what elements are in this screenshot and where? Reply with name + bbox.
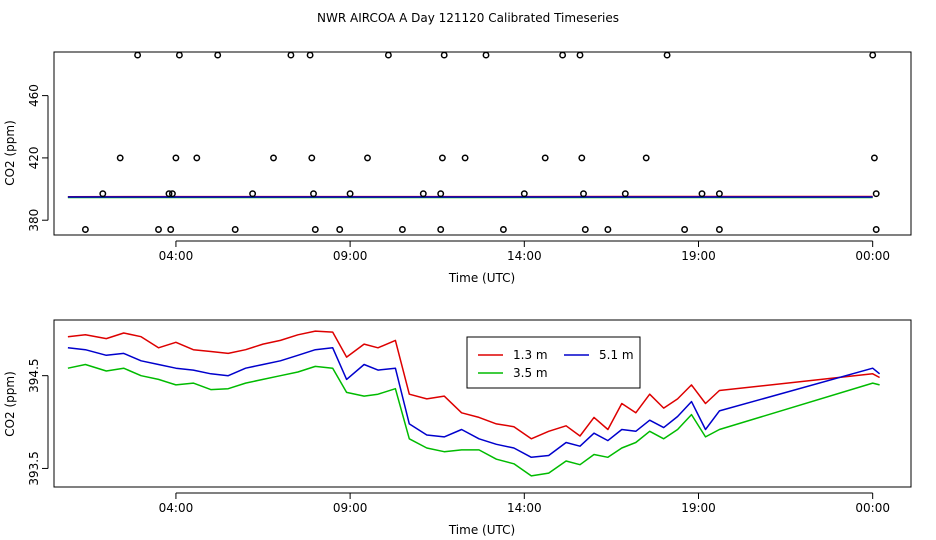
top-point-17 <box>308 154 316 162</box>
bottom-x-tick-label-09-00: 09:00 <box>333 501 368 515</box>
bottom-x-tick-label-14-00: 14:00 <box>507 501 542 515</box>
legend-label-5-1m: 5.1 m <box>599 348 634 362</box>
bottom-x-tick-label-00-00: 00:00 <box>855 501 890 515</box>
top-point-0 <box>81 226 89 233</box>
top-point-41 <box>621 190 629 198</box>
top-point-42 <box>642 154 650 162</box>
top-point-44 <box>681 226 689 233</box>
top-point-10 <box>193 154 201 162</box>
top-point-14 <box>270 154 277 162</box>
top-y-tick-label-420: 420 <box>27 146 41 169</box>
top-point-27 <box>438 154 446 162</box>
top-panel: 04:00 09:00 14:00 19:00 00:00 380 420 460 Time … <box>3 51 912 285</box>
bottom-y-tick-label-393-5: 393.5 <box>27 451 41 485</box>
bottom-series-line-3-5-m <box>67 363 880 477</box>
legend-box <box>466 336 641 389</box>
top-point-47 <box>715 226 723 233</box>
top-x-axis-title: Time (UTC) <box>448 271 515 285</box>
top-y-axis-title: CO2 (ppm) <box>3 120 17 186</box>
top-point-1 <box>99 190 107 198</box>
top-point-51 <box>872 226 880 233</box>
top-point-7 <box>172 154 180 162</box>
top-y-tick-label-380: 380 <box>27 209 41 232</box>
top-point-28 <box>437 190 445 198</box>
top-point-22 <box>364 154 371 162</box>
legend-label-1-3m: 1.3 m <box>513 348 548 362</box>
top-point-12 <box>231 226 239 233</box>
bottom-x-tick-label-19-00: 19:00 <box>681 501 716 515</box>
top-point-2 <box>116 154 124 162</box>
top-point-32 <box>499 226 507 233</box>
top-plot-frame <box>53 51 912 236</box>
legend: 1.3 m 3.5 m 5.1 m <box>466 336 641 389</box>
top-x-tick-label-04-00: 04:00 <box>159 249 194 263</box>
top-point-4 <box>155 226 162 233</box>
top-point-29 <box>437 226 445 233</box>
top-point-38 <box>580 190 587 198</box>
figure-title: NWR AIRCOA A Day 121120 Calibrated Times… <box>317 11 619 25</box>
top-point-19 <box>311 226 319 233</box>
bottom-panel: 04:00 09:00 14:00 19:00 00:00 393.5 394.5 Time… <box>3 319 912 537</box>
top-point-39 <box>581 226 589 233</box>
top-x-tick-label-00-00: 00:00 <box>855 249 890 263</box>
legend-label-3-5m: 3.5 m <box>513 366 548 380</box>
bottom-series-line-5-1-m <box>67 347 881 459</box>
bottom-y-axis-title: CO2 (ppm) <box>3 371 17 437</box>
bottom-y-tick-label-394-5: 394.5 <box>27 358 41 392</box>
bottom-x-tick-label-04-00: 04:00 <box>159 501 194 515</box>
top-point-40 <box>604 226 612 233</box>
top-x-tick-label-19-00: 19:00 <box>681 249 716 263</box>
top-panel-axes: 04:00 09:00 14:00 19:00 00:00 380 420 460 <box>27 84 890 263</box>
top-point-45 <box>698 190 706 198</box>
top-point-5 <box>165 190 173 198</box>
top-point-34 <box>541 154 549 162</box>
top-point-9 <box>167 226 175 233</box>
bottom-panel-marks <box>67 330 881 477</box>
top-point-37 <box>578 154 586 162</box>
bottom-panel-axes: 04:00 09:00 14:00 19:00 00:00 393.5 394.5 <box>27 358 890 515</box>
top-point-13 <box>249 190 257 198</box>
top-panel-marks <box>67 51 880 233</box>
top-point-46 <box>715 190 723 198</box>
top-point-18 <box>310 190 317 198</box>
top-point-8 <box>168 190 176 198</box>
top-point-30 <box>461 154 469 162</box>
top-point-49 <box>870 154 878 162</box>
top-y-tick-label-460: 460 <box>27 84 41 107</box>
bottom-series-line-1-3-m <box>67 330 880 440</box>
top-point-24 <box>398 226 406 233</box>
top-point-25 <box>419 190 427 198</box>
top-point-33 <box>520 190 528 198</box>
top-point-50 <box>872 190 880 198</box>
bottom-x-axis-title: Time (UTC) <box>448 523 515 537</box>
bottom-plot-frame <box>53 319 912 488</box>
top-x-tick-label-14-00: 14:00 <box>507 249 542 263</box>
top-x-tick-label-09-00: 09:00 <box>333 249 368 263</box>
top-point-20 <box>336 226 344 233</box>
top-point-21 <box>346 190 354 198</box>
